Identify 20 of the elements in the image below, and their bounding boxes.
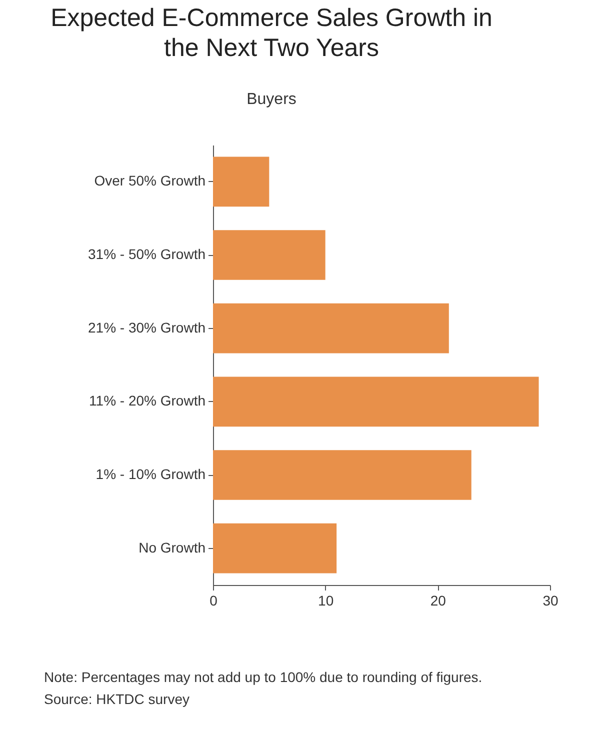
chart-title: Expected E-Commerce Sales Growth in the Next Two Years (50, 4, 492, 62)
bar (213, 230, 326, 280)
bar (213, 376, 539, 427)
bar (213, 450, 472, 500)
y-tick-label: 11% - 20% Growth (89, 392, 206, 409)
bar (213, 303, 449, 354)
bar (213, 523, 337, 574)
x-tick-label: 20 (430, 592, 446, 608)
bar (213, 156, 270, 207)
x-tick-label: 10 (318, 592, 334, 608)
source-note: Source: HKTDC survey (44, 690, 190, 709)
y-tick-label: No Growth (138, 539, 206, 556)
y-tick-label: 1% - 10% Growth (96, 466, 206, 482)
y-tick-label: 31% - 50% Growth (88, 246, 206, 262)
y-tick-label: 21% - 30% Growth (88, 319, 206, 336)
x-tick-label: 0 (210, 592, 218, 608)
chart-subtitle: Buyers (246, 91, 296, 108)
text: Note: Percentages may not add up to 100% due to rounding of figures. (44, 668, 482, 687)
x-tick-label: 30 (542, 592, 558, 608)
y-tick-label: Over 50% Growth (94, 172, 206, 189)
